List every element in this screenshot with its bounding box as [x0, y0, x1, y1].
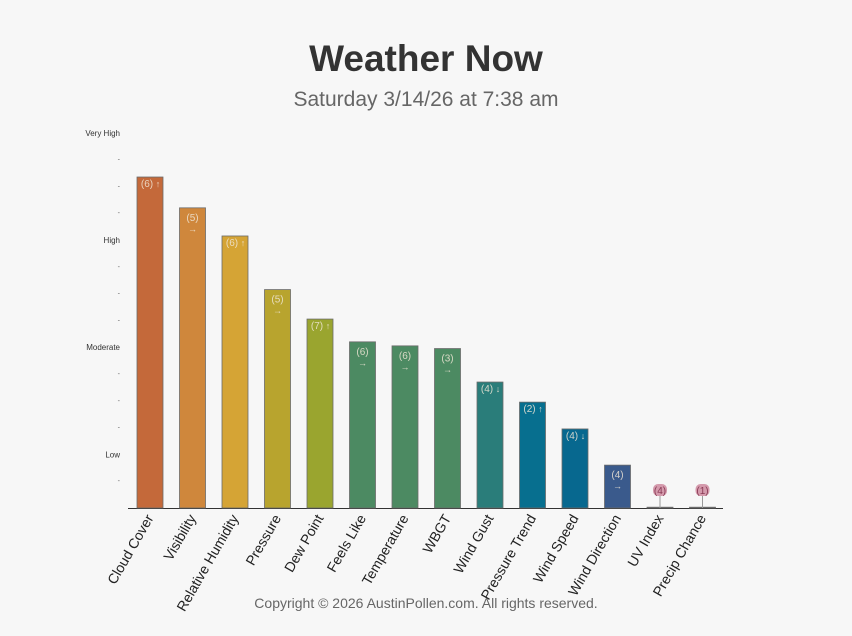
y-minor-tick: -: [118, 291, 121, 298]
bar: [434, 348, 461, 509]
bar-data-label: (6): [356, 347, 368, 358]
x-tick-label: Pressure: [242, 511, 284, 568]
bar-data-label: (7): [311, 321, 323, 332]
bar: [391, 345, 419, 509]
y-minor-tick: -: [118, 157, 121, 164]
bar-data-label: (6): [226, 238, 238, 249]
y-minor-tick: -: [118, 425, 121, 432]
bar: [136, 176, 164, 509]
y-minor-tick: -: [118, 398, 121, 405]
bar-trend-arrow: →: [188, 224, 197, 234]
bar-data-label: (4): [611, 470, 623, 481]
bar-data-label: (4): [654, 486, 666, 497]
x-tick-label: Visibility: [160, 512, 199, 564]
bar: [349, 341, 376, 509]
y-minor-tick: -: [118, 183, 121, 190]
bar-trend-arrow: →: [443, 365, 452, 375]
bar: [561, 428, 589, 509]
bar-trend-arrow: →: [273, 306, 282, 316]
y-minor-tick: -: [118, 210, 121, 217]
bar: [519, 401, 546, 509]
zero-bar-marker: [695, 484, 710, 496]
bar-data-label: (4): [566, 431, 578, 442]
bar-trend-arrow: ↑: [241, 238, 246, 248]
bar: [306, 318, 334, 509]
bar-trend-arrow: →: [613, 481, 622, 491]
bar-data-label: (6): [141, 179, 153, 190]
x-tick-label: Feels Like: [323, 511, 369, 574]
chart-subtitle: Saturday 3/14/26 at 7:38 am: [293, 88, 559, 111]
bar-trend-arrow: ↓: [496, 384, 501, 394]
bar: [221, 235, 249, 509]
bar-trend-arrow: ↓: [581, 431, 586, 441]
bar-trend-arrow: ↑: [326, 321, 331, 331]
y-tick-label: Moderate: [86, 343, 120, 352]
y-minor-tick: -: [118, 264, 121, 271]
y-axis: Low Moderate High Very High - - - - - - - - - -: [85, 129, 723, 509]
bar-trend-arrow: →: [401, 362, 410, 372]
bar-trend-arrow: ↑: [538, 404, 543, 414]
y-minor-tick: -: [118, 371, 121, 378]
x-tick-label: Wind Gust: [450, 511, 497, 576]
chart-title: Weather Now: [309, 38, 543, 79]
bar: [179, 207, 206, 509]
bar-data-label: (5): [271, 295, 283, 306]
y-tick-label: Very High: [85, 129, 120, 138]
bar-data-label: (5): [186, 213, 198, 224]
bar: [476, 381, 504, 509]
bar-trend-arrow: ↑: [156, 179, 161, 189]
x-tick-label: WBGT: [419, 511, 454, 556]
y-minor-tick: -: [118, 317, 121, 324]
bar-data-label: (1): [696, 486, 708, 497]
zero-bar-marker: [653, 484, 667, 496]
bar-data-label: (6): [399, 351, 411, 362]
bars-group: (6) ↑(5)→(6) ↑(5)→(7) ↑(6)→(6)→(3)→(4) ↓(2) ↑…: [136, 176, 716, 509]
y-minor-tick: -: [118, 478, 121, 485]
bar-data-label: (3): [441, 354, 453, 365]
y-tick-label: High: [104, 236, 120, 245]
bar-data-label: (4): [481, 384, 493, 395]
x-tick-label: Cloud Cover: [104, 511, 157, 587]
y-tick-label: Low: [105, 450, 120, 459]
copyright-footer: Copyright © 2026 AustinPollen.com. All r…: [254, 595, 598, 611]
bar-data-label: (2): [523, 404, 535, 415]
x-tick-label: UV Index: [624, 512, 667, 570]
bar: [264, 289, 291, 509]
bar: [604, 464, 631, 509]
x-tick-label: Dew Point: [281, 511, 327, 574]
bar-trend-arrow: →: [358, 358, 367, 368]
